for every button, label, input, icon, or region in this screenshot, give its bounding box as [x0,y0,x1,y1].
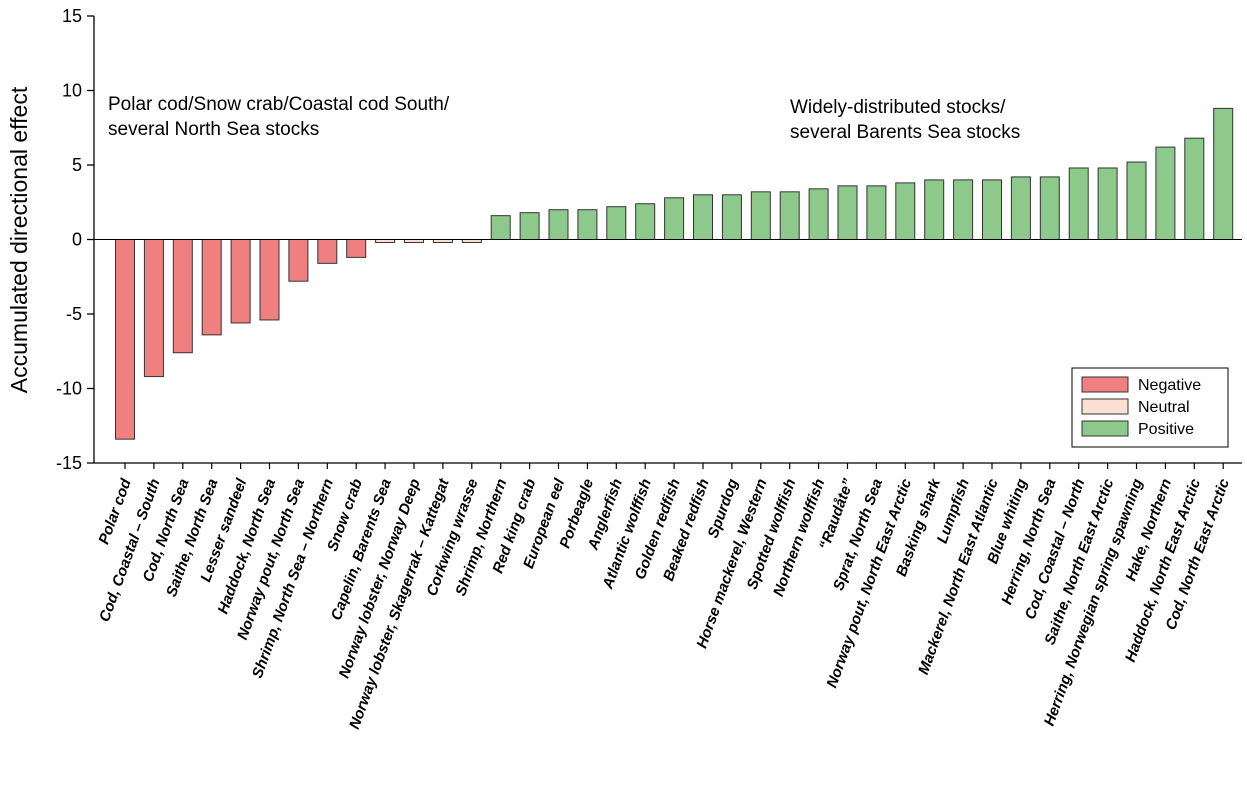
bar [259,239,280,321]
bar [982,179,1002,240]
bar [721,194,742,241]
bar [1068,167,1089,240]
bar [693,194,713,241]
legend: Negative Neutral Positive [1071,367,1229,448]
bar [1010,176,1031,240]
annotation-text: several Barents Sea stocks [790,122,1020,143]
bar [172,239,193,354]
bar [1039,176,1060,240]
legend-swatch [1081,398,1129,415]
y-tick-label: 10 [62,81,82,101]
bar [548,209,569,240]
legend-swatch [1081,376,1129,393]
annotations-layer: Polar cod/Snow crab/Coastal cod South/se… [108,94,1020,143]
axes-layer [87,15,1242,469]
bar [346,239,367,258]
annotation-text: Polar cod/Snow crab/Coastal cod South/ [108,94,450,115]
y-tick-label: 5 [72,155,82,175]
annotation-text: several North Sea stocks [108,119,319,140]
bar [1184,137,1205,240]
bar [1097,167,1118,240]
bar [924,179,945,240]
bar [750,191,771,241]
bar [866,185,887,240]
bar [230,239,251,324]
y-tick-label: -5 [66,304,82,324]
bar [606,206,627,240]
y-tick-label: -10 [56,379,82,399]
legend-label: Neutral [1138,399,1190,416]
y-axis-title: Accumulated directional effect [6,86,32,393]
legend-swatch [1081,420,1129,437]
annotation-text: Widely-distributed stocks/ [790,97,1006,118]
bar [115,239,135,440]
y-tick-label: 0 [72,230,82,250]
legend-label: Negative [1138,377,1201,394]
bar [201,239,222,336]
bar [808,188,829,240]
bar [490,215,511,241]
bar [635,203,656,241]
bar [288,239,309,282]
y-tick-label: 15 [62,6,82,26]
bar [1213,107,1234,240]
bar [895,182,916,241]
bar [664,197,685,240]
bar [519,212,540,240]
bar [953,179,974,240]
bar [143,239,164,378]
y-tick-label: -15 [56,453,82,473]
bar [317,239,338,264]
bar [779,191,800,241]
bar [837,185,858,240]
bar [1126,161,1147,241]
bar [577,209,598,240]
bars-layer [115,107,1234,440]
y-tick-labels: -15 -10 -5 0 5 10 15 [56,6,82,473]
legend-label: Positive [1138,421,1194,438]
bar [1155,146,1176,240]
